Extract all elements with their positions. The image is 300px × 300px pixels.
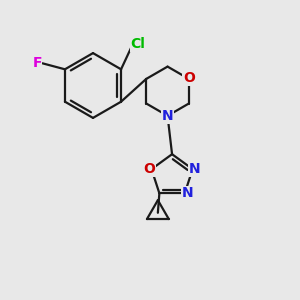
Text: O: O [143,162,155,176]
Text: O: O [183,71,195,85]
Text: N: N [162,110,173,123]
Text: F: F [32,56,42,70]
Text: Cl: Cl [131,38,146,51]
Text: N: N [189,162,201,176]
Text: N: N [181,186,193,200]
